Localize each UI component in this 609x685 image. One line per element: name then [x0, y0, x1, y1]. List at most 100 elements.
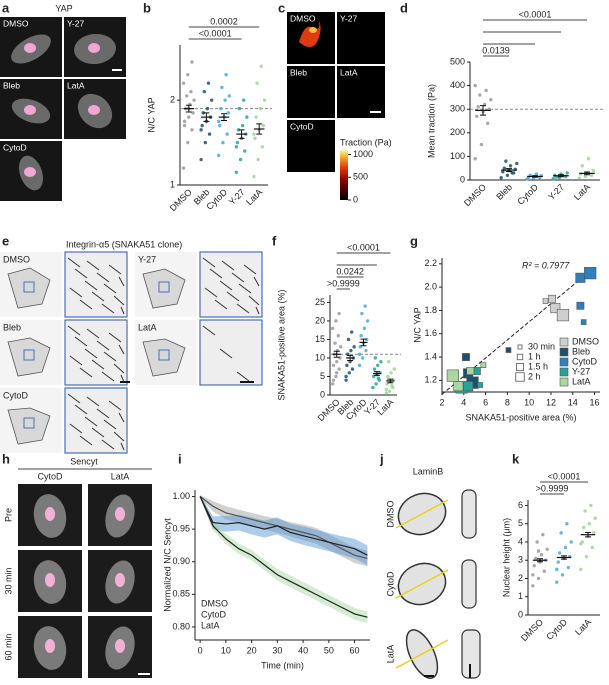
fibre	[84, 280, 98, 291]
data-point	[542, 298, 549, 304]
size-legend-marker	[515, 372, 525, 382]
nucleus	[24, 43, 36, 53]
tile-label: Y-27	[340, 13, 357, 23]
data-point	[201, 111, 205, 115]
roi-box	[158, 281, 170, 293]
p-value: <0.0001	[548, 471, 581, 481]
zoom-image	[64, 319, 128, 386]
x-tick-label: 8	[505, 397, 510, 407]
data-point	[360, 311, 364, 316]
data-point	[225, 132, 229, 136]
data-point	[560, 573, 565, 577]
zoom-image	[64, 387, 128, 454]
data-point	[592, 531, 596, 535]
y-tick-label: 0.85	[172, 589, 190, 599]
data-point	[199, 157, 203, 162]
sem-bar	[584, 171, 590, 176]
data-point	[502, 166, 507, 170]
sem-bar	[585, 531, 591, 538]
data-point	[550, 303, 561, 314]
data-point	[555, 567, 559, 572]
fibre	[226, 291, 240, 302]
data-point	[352, 345, 356, 349]
x-tick-label: LatA	[375, 397, 395, 417]
size-legend-marker	[516, 353, 524, 361]
data-point	[563, 545, 568, 550]
data-point	[190, 60, 194, 64]
y-axis-title: SNAKA51-positive area (%)	[276, 289, 286, 400]
data-point	[357, 363, 362, 368]
nucleus	[115, 639, 125, 653]
side-profile	[461, 489, 477, 539]
error-band	[200, 495, 368, 567]
data-point	[191, 111, 195, 115]
roi-box	[158, 349, 170, 361]
legend-label: LatA	[572, 376, 591, 386]
y-tick-label: 0	[518, 609, 523, 619]
legend-swatch	[559, 357, 569, 367]
series-line	[199, 496, 368, 560]
data-point	[205, 106, 210, 111]
x-tick-label: 2	[439, 397, 444, 407]
y-tick-label: 0.95	[172, 524, 190, 534]
data-point	[349, 348, 353, 353]
x-axis-title: Time (min)	[261, 660, 304, 670]
fibre	[202, 257, 216, 268]
data-point	[584, 267, 597, 280]
fibre	[209, 268, 223, 279]
y-tick-label: 1.4	[424, 351, 437, 361]
data-point	[473, 83, 477, 88]
y-tick-label: 3	[518, 555, 523, 565]
x-tick-label: CytoD	[515, 182, 540, 207]
data-point	[336, 334, 341, 338]
data-point	[542, 569, 547, 573]
data-point	[234, 145, 239, 149]
y-axis-title: Normalized N/C Sencyt	[162, 518, 172, 612]
sem-bar	[203, 112, 210, 122]
data-point	[242, 98, 246, 102]
sem-bar	[532, 175, 538, 178]
data-point	[555, 580, 559, 584]
colorbar-tick-label: 500	[353, 172, 368, 182]
p-value: <0.0001	[199, 28, 232, 38]
data-point	[364, 348, 368, 353]
data-point	[389, 371, 393, 375]
data-point	[202, 89, 206, 94]
data-point	[580, 319, 587, 325]
fibre	[86, 328, 100, 339]
data-point	[576, 301, 585, 310]
size-legend-label: 30 min	[528, 341, 555, 351]
x-tick-label: 60	[350, 645, 360, 655]
series-line	[199, 496, 368, 618]
annotation: R² = 0.7977	[522, 260, 570, 270]
nucleus	[115, 507, 125, 521]
data-point	[479, 142, 484, 147]
fibre	[103, 419, 117, 430]
x-tick-label: 50	[324, 645, 334, 655]
row-label: CytoD	[385, 571, 395, 597]
data-point	[243, 149, 247, 153]
fibre	[79, 299, 93, 310]
fibre	[69, 287, 83, 298]
panel-letter: b	[143, 0, 151, 15]
x-tick-label: CytoD	[544, 617, 569, 642]
data-point	[539, 553, 544, 557]
y-tick-label: 2	[170, 95, 175, 105]
cell-outline	[7, 407, 51, 445]
data-point	[505, 347, 512, 353]
tile-label: DMSO	[3, 18, 29, 28]
data-point	[587, 522, 592, 526]
data-point	[334, 319, 338, 323]
legend-swatch	[559, 337, 569, 347]
data-point	[392, 367, 397, 371]
fibre	[84, 348, 98, 359]
data-point	[548, 294, 556, 303]
y-tick-label: 5	[518, 518, 523, 528]
data-point	[472, 367, 481, 375]
data-point	[359, 334, 363, 338]
colorbar-tick-label: 1000	[353, 149, 373, 159]
data-point	[536, 549, 541, 553]
data-point	[372, 367, 377, 371]
sem-bar	[373, 371, 380, 376]
panel-letter: f	[272, 233, 277, 248]
